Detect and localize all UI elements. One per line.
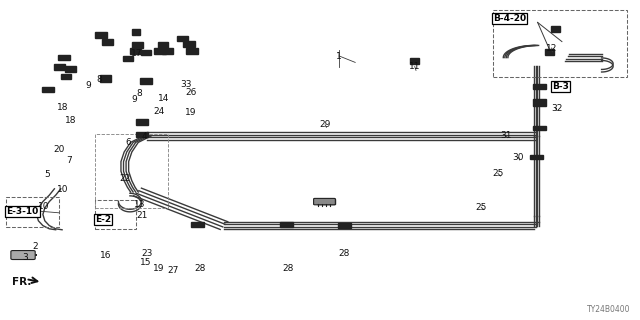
Bar <box>533 99 546 106</box>
Text: 25: 25 <box>492 169 504 178</box>
Text: E-3-10: E-3-10 <box>6 207 38 216</box>
Bar <box>95 134 168 208</box>
Bar <box>533 126 546 130</box>
Bar <box>95 200 136 229</box>
Bar <box>42 87 54 92</box>
Text: B-4-20: B-4-20 <box>493 14 526 23</box>
Text: TY24B0400: TY24B0400 <box>587 305 630 314</box>
Bar <box>65 66 76 72</box>
FancyBboxPatch shape <box>11 251 35 260</box>
Text: 18: 18 <box>57 103 68 112</box>
Text: 32: 32 <box>551 104 563 113</box>
Bar <box>280 222 293 227</box>
Text: 24: 24 <box>154 107 165 116</box>
Text: 9: 9 <box>132 95 137 104</box>
Text: 22: 22 <box>120 174 131 183</box>
Text: 25: 25 <box>476 203 487 212</box>
Text: 13: 13 <box>134 200 145 209</box>
Bar <box>61 74 71 79</box>
Bar <box>136 132 148 137</box>
Text: 27: 27 <box>167 266 179 275</box>
Bar <box>317 199 335 204</box>
Text: 30: 30 <box>513 153 524 162</box>
Bar <box>493 10 627 77</box>
Text: 16: 16 <box>100 251 111 260</box>
Text: 11: 11 <box>409 62 420 71</box>
Bar <box>6 197 59 227</box>
Text: 2: 2 <box>33 242 38 251</box>
Bar <box>95 32 107 38</box>
Text: 18: 18 <box>65 116 76 124</box>
Text: 12: 12 <box>546 44 557 52</box>
Text: 7: 7 <box>67 156 72 164</box>
Text: 17: 17 <box>131 49 142 58</box>
Bar <box>158 42 168 48</box>
Bar <box>54 64 65 70</box>
Bar <box>140 78 152 84</box>
Text: 3: 3 <box>23 253 28 262</box>
Bar <box>154 48 166 54</box>
Text: 28: 28 <box>194 264 205 273</box>
Bar <box>191 222 204 227</box>
Bar <box>162 48 173 54</box>
Bar <box>410 58 419 64</box>
Text: 14: 14 <box>157 94 169 103</box>
Bar <box>533 84 546 89</box>
Text: 15: 15 <box>140 258 152 267</box>
Text: 19: 19 <box>185 108 196 117</box>
Text: 8: 8 <box>97 75 102 84</box>
FancyBboxPatch shape <box>314 198 335 205</box>
Text: 4: 4 <box>141 132 147 140</box>
Text: 6: 6 <box>125 138 131 147</box>
Bar <box>58 55 70 60</box>
Bar <box>130 48 141 54</box>
Text: 10: 10 <box>57 185 68 194</box>
Text: 9: 9 <box>86 81 91 90</box>
Bar <box>186 48 198 54</box>
Text: 31: 31 <box>500 131 511 140</box>
Text: 8: 8 <box>137 89 142 98</box>
Text: 28: 28 <box>339 249 350 258</box>
Bar <box>338 223 351 228</box>
Text: 19: 19 <box>153 264 164 273</box>
Bar <box>100 75 111 82</box>
Text: 29: 29 <box>319 120 331 129</box>
Bar <box>530 155 543 159</box>
Bar <box>123 56 133 61</box>
Text: FR.: FR. <box>12 277 31 287</box>
Text: 23: 23 <box>141 249 153 258</box>
Bar <box>136 119 148 125</box>
Bar <box>132 29 140 35</box>
Bar <box>545 49 554 55</box>
Text: 21: 21 <box>136 211 148 220</box>
Text: 1: 1 <box>337 52 342 60</box>
Bar <box>183 41 195 47</box>
Bar <box>141 50 151 55</box>
Bar <box>102 39 113 45</box>
Text: 20: 20 <box>54 145 65 154</box>
Bar <box>177 36 188 41</box>
Text: 28: 28 <box>282 264 294 273</box>
Text: 33: 33 <box>180 80 191 89</box>
Text: 10: 10 <box>38 202 49 211</box>
Text: E-2: E-2 <box>95 215 111 224</box>
Bar <box>551 26 560 32</box>
Text: 5: 5 <box>44 170 49 179</box>
Bar <box>132 42 143 48</box>
Text: B-3: B-3 <box>552 82 568 91</box>
Text: 26: 26 <box>185 88 196 97</box>
